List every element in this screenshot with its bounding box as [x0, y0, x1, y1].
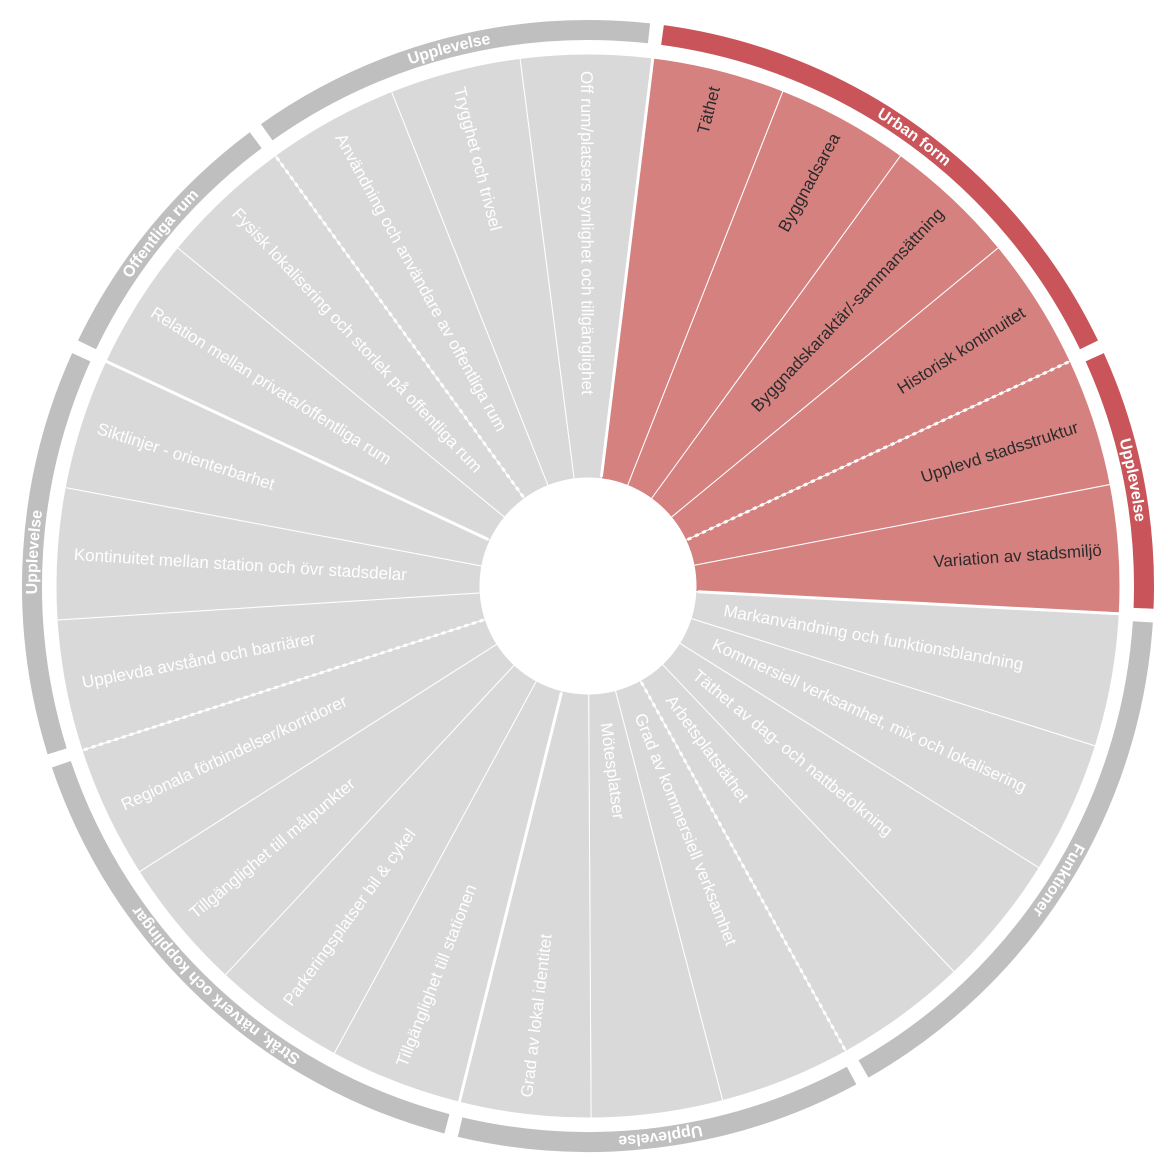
ring-segment — [51, 761, 450, 1134]
ring-segment — [858, 621, 1153, 1078]
ring-segment — [260, 20, 651, 141]
center-hole — [480, 478, 696, 694]
item-label: Off rum/platsers synlighet och tillgängl… — [577, 71, 597, 395]
group-divider — [101, 358, 489, 541]
dotted-divider — [640, 681, 850, 1056]
segment — [626, 90, 902, 500]
ring-segment — [457, 1066, 857, 1152]
ring-label: Upplevelse — [618, 1122, 704, 1150]
dotted-divider — [271, 151, 525, 498]
dotted-divider — [687, 358, 1075, 541]
ring-segment — [661, 25, 1099, 350]
ring-segment — [22, 353, 91, 755]
ring-label-path: Upplevelse — [406, 30, 492, 68]
ring-label-path: Upplevelse — [618, 1122, 704, 1150]
dotted-divider — [77, 618, 484, 754]
ring-segment — [1085, 353, 1154, 609]
ring-label: Upplevelse — [23, 509, 45, 595]
group-divider — [456, 692, 563, 1107]
group-divider — [599, 53, 655, 478]
ring-label: Upplevelse — [406, 30, 492, 68]
ring-label-path: Upplevelse — [23, 509, 45, 595]
group-divider — [697, 590, 1124, 616]
ring-segment — [77, 132, 262, 350]
